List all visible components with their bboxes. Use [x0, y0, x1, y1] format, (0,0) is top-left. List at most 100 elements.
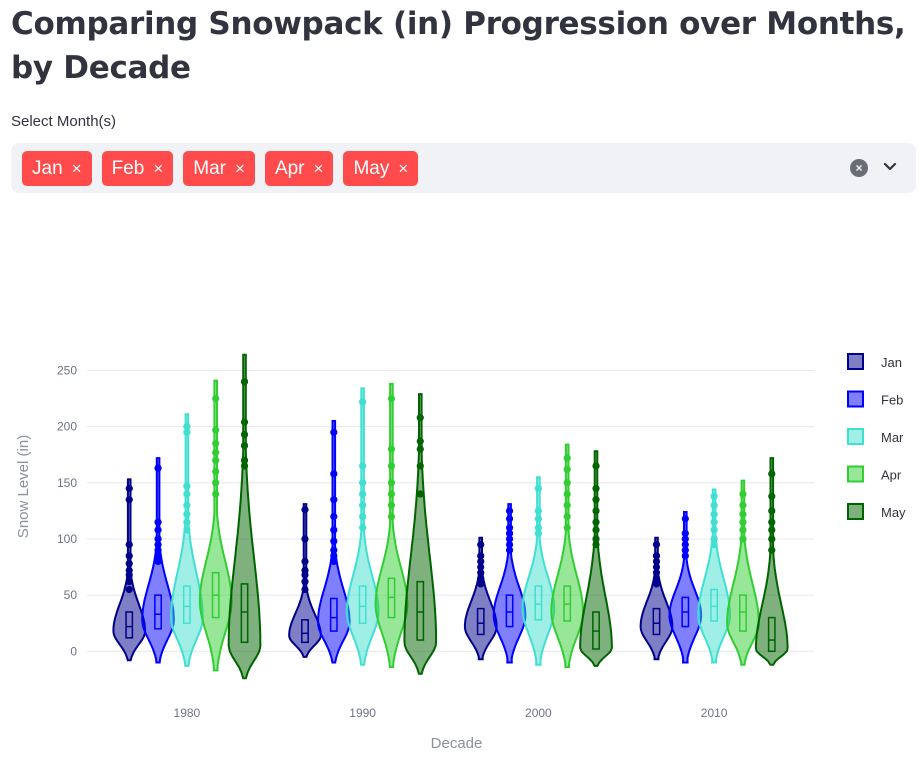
outlier-point: [681, 540, 689, 549]
legend-label: Jan: [881, 355, 902, 370]
outlier-point: [125, 552, 133, 560]
legend-label: Feb: [881, 393, 903, 408]
outlier-point: [212, 448, 220, 457]
outlier-point: [301, 557, 309, 566]
outlier-point: [330, 526, 338, 534]
clear-all-icon[interactable]: ×: [850, 159, 868, 177]
legend-label: Mar: [881, 430, 904, 445]
outlier-point: [359, 512, 367, 521]
chip-label: May: [353, 157, 390, 179]
violin-apr: [550, 443, 585, 668]
outlier-point: [563, 501, 571, 509]
y-tick-label: 100: [57, 532, 77, 546]
outlier-point: [416, 445, 424, 453]
legend-swatch: [847, 390, 864, 408]
chip-remove-icon[interactable]: ×: [313, 158, 324, 178]
outlier-point: [387, 462, 396, 470]
x-tick-label: 2010: [701, 706, 728, 720]
outlier-point: [505, 546, 514, 554]
outlier-point: [592, 526, 600, 534]
outlier-point: [387, 501, 396, 509]
violin-apr: [726, 479, 760, 666]
outlier-point: [183, 510, 191, 518]
chip-remove-icon[interactable]: ×: [235, 158, 245, 178]
outlier-point: [240, 462, 249, 470]
outlier-point: [154, 552, 162, 560]
chip-mar: Mar ×: [183, 151, 255, 186]
outlier-point: [710, 510, 718, 518]
outlier-point: [710, 501, 718, 509]
outlier-point: [681, 546, 689, 554]
outlier-point: [330, 546, 338, 554]
outlier-point: [768, 492, 776, 500]
outlier-point: [505, 535, 514, 543]
outlier-point: [212, 490, 220, 498]
outlier-point: [330, 470, 338, 478]
outlier-point: [212, 479, 220, 487]
outlier-point: [652, 540, 661, 549]
x-axis-title: Decade: [431, 735, 483, 752]
outlier-point: [563, 465, 571, 473]
violin-jan: [288, 503, 322, 658]
violin-box: [358, 585, 367, 624]
violin-body: [198, 379, 233, 672]
violin-feb: [492, 503, 527, 664]
outlier-point: [592, 496, 600, 504]
outlier-point: [154, 540, 162, 549]
outlier-point: [154, 464, 162, 472]
chip-label: Jan: [32, 157, 63, 179]
outlier-point: [477, 552, 485, 560]
chip-remove-icon[interactable]: ×: [71, 158, 82, 178]
outlier-point: [154, 546, 162, 554]
y-tick-label: 0: [70, 644, 77, 658]
outlier-point: [652, 574, 661, 582]
outlier-point: [534, 484, 542, 493]
violin-box: [125, 611, 134, 639]
outlier-point: [125, 585, 133, 594]
outlier-point: [563, 524, 571, 532]
violin-body: [403, 393, 438, 675]
x-tick-label: 1990: [349, 706, 376, 720]
violin-may: [579, 450, 613, 667]
outlier-point: [768, 470, 776, 478]
chip-label: Mar: [193, 157, 226, 179]
outlier-point: [183, 482, 191, 490]
chip-apr: Apr ×: [264, 151, 334, 186]
outlier-point: [652, 557, 661, 566]
outlier-point: [387, 512, 396, 521]
chip-label: Apr: [274, 157, 305, 179]
outlier-point: [768, 546, 776, 554]
outlier-point: [652, 563, 661, 571]
outlier-point: [212, 467, 220, 476]
violin-body: [374, 382, 409, 668]
chip-remove-icon[interactable]: ×: [398, 158, 409, 178]
violin-mar: [697, 488, 731, 664]
outlier-point: [125, 578, 133, 586]
outlier-point: [212, 456, 220, 464]
legend-swatch: [847, 465, 864, 483]
outlier-point: [240, 442, 249, 450]
outlier-point: [359, 501, 367, 509]
outlier-point: [330, 428, 338, 436]
month-multiselect[interactable]: Jan × Feb × Mar × Apr × May × ×: [11, 143, 916, 193]
violin-feb: [668, 511, 703, 664]
outlier-point: [125, 560, 133, 568]
chevron-down-icon[interactable]: [880, 157, 900, 177]
outlier-point: [505, 529, 514, 537]
legend-item-apr: Apr: [847, 465, 902, 483]
outlier-point: [534, 515, 542, 523]
chip-remove-icon[interactable]: ×: [153, 158, 164, 178]
legend-swatch: [847, 503, 864, 520]
y-tick-label: 150: [57, 476, 77, 490]
legend-label: May: [881, 505, 906, 520]
outlier-point: [330, 537, 338, 545]
outlier-point: [505, 507, 514, 515]
chip-label: Feb: [111, 157, 145, 179]
violin-mar: [169, 413, 204, 667]
outlier-point: [477, 580, 485, 588]
legend-item-may: May: [847, 503, 906, 520]
outlier-point: [710, 535, 718, 543]
outlier-point: [359, 462, 367, 470]
select-months-label: Select Month(s): [11, 113, 117, 130]
legend-swatch: [847, 353, 864, 370]
